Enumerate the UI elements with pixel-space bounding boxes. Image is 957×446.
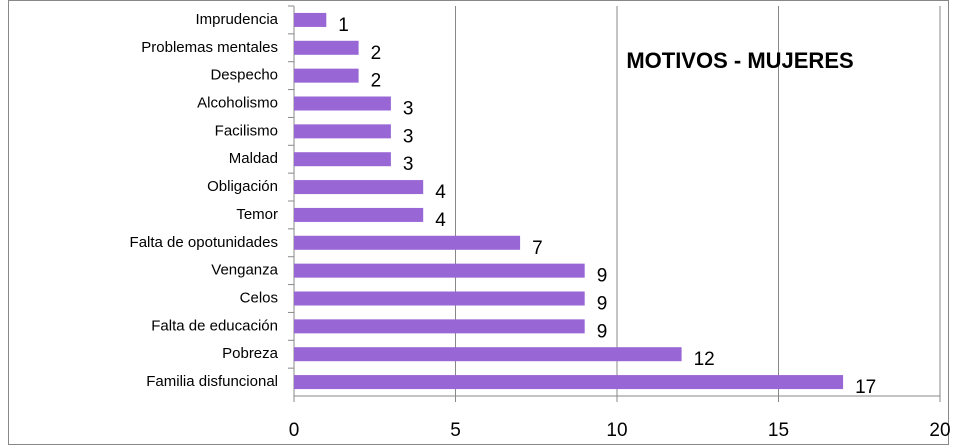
bar	[294, 235, 521, 250]
chart-title: MOTIVOS - MUJERES	[626, 48, 853, 73]
data-label: 1	[338, 15, 349, 36]
bar	[294, 207, 424, 222]
data-label: 9	[597, 266, 608, 287]
chart-border	[8, 0, 949, 445]
bar	[294, 12, 327, 27]
y-tick-label: Falta de educación	[151, 317, 278, 334]
x-tick-label: 20	[929, 420, 950, 441]
bar	[294, 180, 424, 195]
bar	[294, 375, 844, 390]
y-tick-label: Temor	[236, 206, 278, 223]
y-tick-label: Pobreza	[222, 345, 279, 362]
data-label: 7	[532, 238, 543, 259]
data-label: 4	[435, 182, 446, 203]
x-tick-label: 15	[768, 420, 789, 441]
y-tick-label: Problemas mentales	[141, 39, 278, 56]
x-tick-label: 5	[450, 420, 461, 441]
y-tick-label: Facilismo	[215, 122, 278, 139]
bar	[294, 40, 359, 55]
data-label: 9	[597, 321, 608, 342]
y-tick-label: Celos	[240, 289, 278, 306]
data-label: 17	[855, 377, 876, 398]
y-tick-label: Venganza	[211, 262, 278, 279]
y-tick-label: Obligación	[207, 178, 278, 195]
y-tick-label: Falta de opotunidades	[130, 234, 278, 251]
y-tick-label: Maldad	[229, 150, 278, 167]
data-label: 3	[403, 99, 414, 120]
x-tick-label: 0	[289, 420, 300, 441]
bar	[294, 319, 585, 334]
data-label: 12	[694, 349, 715, 370]
data-label: 2	[371, 43, 382, 64]
data-label: 3	[403, 154, 414, 175]
y-tick-label: Imprudencia	[195, 11, 278, 28]
y-tick-label: Familia disfuncional	[146, 373, 278, 390]
bar	[294, 124, 391, 139]
data-label: 2	[371, 71, 382, 92]
bar	[294, 68, 359, 83]
bar	[294, 263, 585, 278]
bar	[294, 96, 391, 111]
data-label: 3	[403, 126, 414, 147]
data-label: 9	[597, 294, 608, 315]
x-tick-label: 10	[606, 420, 627, 441]
data-label: 4	[435, 210, 446, 231]
bar	[294, 152, 391, 167]
y-tick-label: Despecho	[210, 67, 278, 84]
bar	[294, 291, 585, 306]
y-tick-label: Alcoholismo	[197, 94, 278, 111]
bar	[294, 347, 682, 362]
